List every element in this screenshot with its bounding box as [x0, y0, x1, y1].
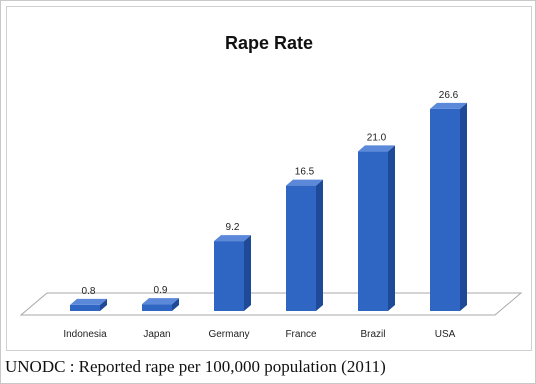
bar-front — [430, 108, 460, 311]
bar-front — [286, 185, 316, 311]
bar-usa — [430, 102, 467, 311]
chart-panel: Rape Rate 0.8 0.9 9.2 16.5 21.0 26.6 Indonesi… — [6, 6, 532, 351]
bar-front — [70, 304, 100, 311]
value-labels-layer: 0.8 0.9 9.2 16.5 21.0 26.6 — [82, 90, 459, 297]
bar-france — [286, 179, 323, 311]
bars-layer — [70, 102, 467, 311]
bar-front — [142, 304, 172, 311]
bar-side — [244, 235, 251, 311]
bar-side — [100, 298, 107, 311]
category-label-usa: USA — [435, 329, 456, 340]
category-label-brazil: Brazil — [360, 329, 385, 340]
value-label-germany: 9.2 — [226, 222, 240, 233]
figure-caption: UNODC : Reported rape per 100,000 popula… — [5, 357, 386, 376]
bar-top — [142, 298, 179, 305]
bar-top — [286, 179, 323, 186]
bar-brazil — [358, 145, 395, 311]
bar-front — [358, 151, 388, 311]
rape-rate-chart: Rape Rate 0.8 0.9 9.2 16.5 21.0 26.6 Indonesi… — [19, 33, 523, 340]
bar-side — [388, 145, 395, 311]
chart-title: Rape Rate — [225, 33, 313, 53]
category-label-germany: Germany — [208, 329, 249, 340]
value-label-brazil: 21.0 — [367, 132, 387, 143]
bar-top — [358, 145, 395, 152]
category-labels-layer: Indonesia Japan Germany France Brazil USA — [63, 329, 455, 340]
bar-indonesia — [70, 298, 107, 311]
bar-side — [316, 179, 323, 311]
bar-front — [214, 241, 244, 311]
bar-top — [430, 102, 467, 109]
category-label-japan: Japan — [143, 329, 170, 340]
bar-top — [214, 235, 251, 242]
category-label-france: France — [285, 329, 317, 340]
bar-side — [460, 102, 467, 311]
value-label-usa: 26.6 — [439, 90, 459, 101]
value-label-indonesia: 0.8 — [82, 286, 96, 297]
bar-germany — [214, 235, 251, 311]
value-label-france: 16.5 — [295, 167, 315, 178]
bar-side — [172, 298, 179, 311]
category-label-indonesia: Indonesia — [63, 329, 107, 340]
bar-japan — [142, 298, 179, 311]
value-label-japan: 0.9 — [154, 285, 168, 296]
bar-top — [70, 298, 107, 305]
